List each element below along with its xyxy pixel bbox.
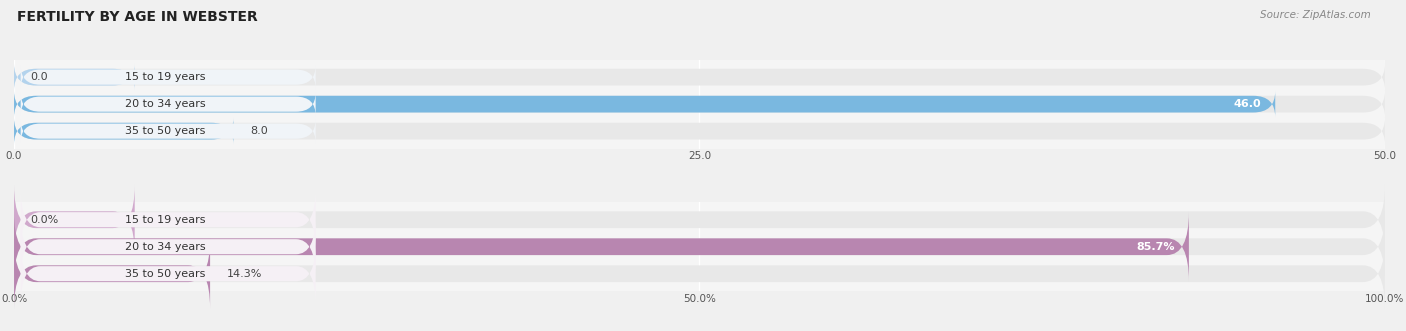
Text: 0.0%: 0.0% (31, 215, 59, 225)
FancyBboxPatch shape (21, 92, 315, 116)
FancyBboxPatch shape (14, 185, 135, 255)
FancyBboxPatch shape (14, 239, 1385, 308)
FancyBboxPatch shape (14, 91, 1275, 118)
Text: Source: ZipAtlas.com: Source: ZipAtlas.com (1260, 10, 1371, 20)
FancyBboxPatch shape (14, 91, 1385, 118)
Text: 0.0: 0.0 (31, 72, 48, 82)
Text: 85.7%: 85.7% (1136, 242, 1175, 252)
FancyBboxPatch shape (14, 118, 1385, 144)
Text: 35 to 50 years: 35 to 50 years (125, 269, 205, 279)
FancyBboxPatch shape (14, 239, 209, 308)
Text: 20 to 34 years: 20 to 34 years (125, 99, 205, 109)
Text: 35 to 50 years: 35 to 50 years (125, 126, 205, 136)
FancyBboxPatch shape (14, 212, 1189, 282)
FancyBboxPatch shape (14, 64, 1385, 90)
Text: 20 to 34 years: 20 to 34 years (125, 242, 205, 252)
FancyBboxPatch shape (21, 215, 315, 278)
Text: FERTILITY BY AGE IN WEBSTER: FERTILITY BY AGE IN WEBSTER (17, 10, 257, 24)
FancyBboxPatch shape (14, 118, 233, 144)
FancyBboxPatch shape (21, 242, 315, 305)
Text: 46.0: 46.0 (1234, 99, 1261, 109)
Text: 14.3%: 14.3% (226, 269, 262, 279)
FancyBboxPatch shape (21, 188, 315, 251)
Text: 15 to 19 years: 15 to 19 years (125, 215, 205, 225)
Text: 8.0: 8.0 (250, 126, 267, 136)
FancyBboxPatch shape (14, 64, 135, 90)
Text: 15 to 19 years: 15 to 19 years (125, 72, 205, 82)
FancyBboxPatch shape (21, 65, 315, 89)
FancyBboxPatch shape (14, 212, 1385, 282)
FancyBboxPatch shape (14, 185, 1385, 255)
FancyBboxPatch shape (21, 119, 315, 143)
